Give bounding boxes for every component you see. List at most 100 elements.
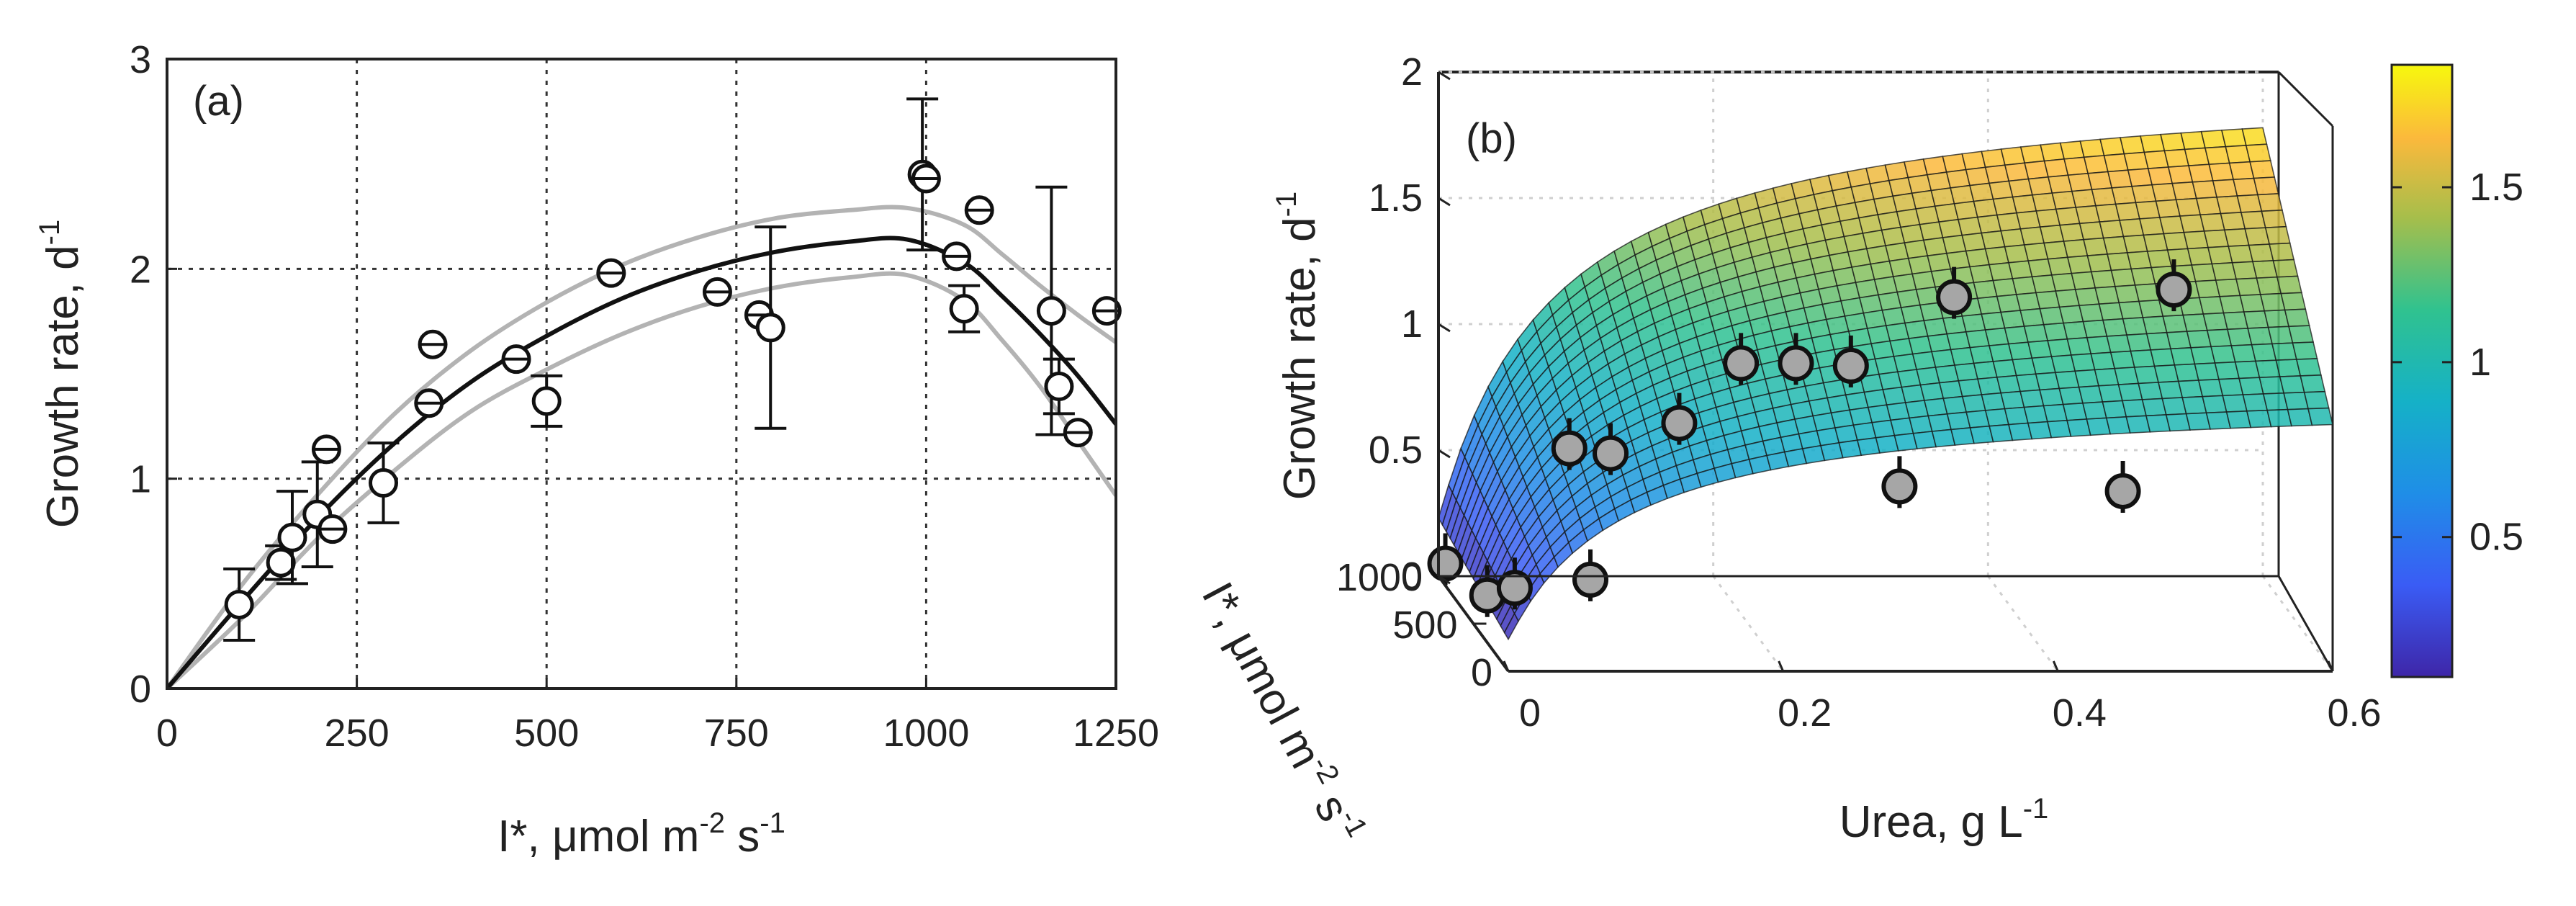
point-marker: [1936, 279, 1973, 315]
x-tick-label: 250: [325, 712, 389, 755]
surface-data-point: [2104, 461, 2141, 513]
data-point: [1035, 185, 1068, 436]
point-marker: [1778, 345, 1814, 382]
surface-patch: [2261, 209, 2287, 229]
x-tick-mark: [1778, 660, 1785, 672]
point-marker: [369, 467, 399, 498]
point-marker: [2156, 272, 2192, 308]
surface-patch: [2307, 407, 2334, 426]
z-tick-label: 0: [1401, 555, 1423, 598]
panel-b-surface: [1438, 127, 2334, 641]
panel-a-ticks: 0 250 500 750 1000 1250 0 1 2 3: [130, 38, 1159, 755]
data-point: [1091, 296, 1122, 326]
point-marker: [277, 522, 307, 552]
data-point: [942, 241, 972, 272]
x-tick-mark: [2327, 660, 2334, 672]
x-tick-label: 0: [1519, 691, 1541, 735]
data-point: [948, 284, 981, 333]
z-tick-label: 1: [1401, 302, 1423, 346]
data-point: [964, 195, 994, 225]
x-tick-label: 0.6: [2327, 691, 2381, 735]
surface-patch: [2288, 325, 2315, 344]
surface-data-point: [1593, 423, 1629, 475]
z-tick-label: 2: [1401, 50, 1423, 94]
data-point: [531, 374, 563, 428]
surface-patch: [2241, 127, 2268, 146]
point-marker: [1036, 296, 1066, 326]
surface-patch: [2284, 308, 2310, 328]
x-tick-mark: [1503, 660, 1510, 672]
x-tick-mark: [2052, 660, 2059, 672]
colorbar-tick-label: 1: [2469, 341, 2491, 384]
data-point: [755, 225, 787, 430]
data-point: [367, 441, 400, 524]
point-marker: [1044, 371, 1074, 401]
surface-data-point: [1778, 333, 1814, 385]
data-point: [1042, 357, 1075, 416]
data-point: [911, 163, 941, 194]
x-tick-label: 0: [156, 712, 178, 755]
data-point: [414, 388, 444, 418]
surface-patch: [2292, 341, 2318, 360]
y-tick-label: 0: [1471, 651, 1492, 694]
data-point: [265, 544, 297, 581]
data-point: [418, 329, 448, 359]
panel-a-points: [223, 97, 1122, 642]
y-tick-label: 1: [130, 458, 151, 501]
surface-data-point: [1551, 418, 1588, 470]
y-tick-label: 1000: [1336, 556, 1423, 599]
x-tick-label: 1250: [1073, 712, 1159, 755]
panel-a-grid: [167, 59, 1116, 689]
x-tick-label: 500: [514, 712, 579, 755]
panel-b-box: [1437, 72, 2334, 673]
point-marker: [949, 294, 979, 324]
y-tick-label: 0: [130, 668, 151, 711]
z-tick-mark: [1438, 323, 1451, 333]
surface-patch: [2295, 358, 2322, 377]
point-marker: [1723, 345, 1760, 382]
grid-line-floor: [1987, 575, 2059, 672]
colorbar: [2390, 63, 2454, 678]
data-point: [1063, 418, 1093, 448]
surface-patch: [2276, 275, 2302, 295]
point-marker: [1572, 561, 1609, 598]
z-tick-label: 0.5: [1369, 429, 1423, 472]
y-tick-label: 500: [1392, 604, 1457, 647]
point-marker: [1881, 468, 1918, 505]
point-marker: [1593, 435, 1629, 472]
x-tick-label: 0.4: [2053, 691, 2107, 735]
surface-patch: [2272, 259, 2299, 278]
point-marker: [1551, 430, 1588, 467]
point-marker: [1496, 570, 1533, 606]
x-tick-label: 1000: [883, 712, 969, 755]
surface-patch: [2300, 374, 2326, 393]
x-tick-label: 750: [704, 712, 769, 755]
y-tick-label: 2: [130, 248, 151, 291]
z-tick-label: 1.5: [1369, 176, 1423, 220]
point-marker: [755, 313, 785, 343]
surface-patch: [2253, 176, 2279, 196]
surface-data-point: [1661, 393, 1698, 445]
panel-a: 0 250 500 750 1000 1250 0 1 2 3 (a) I*, μmol m-2 …: [34, 38, 1159, 861]
panel-b-label: (b): [1466, 115, 1517, 162]
series-lower-ci: [167, 271, 1116, 689]
point-marker: [224, 589, 254, 619]
surface-data-point: [1832, 335, 1869, 387]
z-tick-mark: [1438, 575, 1451, 585]
data-point: [318, 514, 348, 544]
surface-data-point: [1723, 333, 1760, 385]
colorbar-tick-label: 0.5: [2469, 516, 2523, 559]
grid-line-floor: [2261, 575, 2334, 672]
series-upper-ci: [167, 205, 1116, 689]
panel-a-label: (a): [193, 78, 244, 125]
point-marker: [1661, 405, 1698, 441]
data-point: [311, 434, 341, 465]
surface-patch: [2249, 160, 2276, 179]
surface-patch: [2264, 225, 2291, 245]
point-marker: [531, 386, 562, 416]
point-marker: [2104, 473, 2141, 509]
data-point: [276, 490, 308, 586]
x-tick-label: 0.2: [1778, 691, 1832, 735]
data-point: [501, 344, 531, 374]
